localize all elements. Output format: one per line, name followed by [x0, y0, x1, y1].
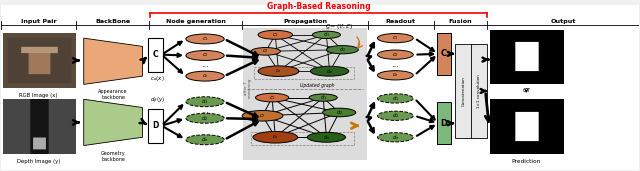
Text: $c_n$: $c_n$ — [275, 67, 282, 75]
Text: D: D — [152, 121, 159, 130]
Text: RGB Image (x): RGB Image (x) — [19, 93, 58, 98]
Text: $d_1$: $d_1$ — [392, 94, 399, 103]
Text: $d_n$: $d_n$ — [392, 133, 399, 142]
Text: BackBone: BackBone — [95, 19, 130, 24]
Text: $c_{\alpha}(x)$: $c_{\alpha}(x)$ — [150, 74, 165, 83]
Text: ...: ... — [392, 60, 399, 69]
Text: ...: ... — [201, 106, 209, 115]
Text: Fusion: Fusion — [449, 19, 472, 24]
Text: C: C — [153, 50, 158, 59]
Circle shape — [186, 135, 224, 145]
Text: Loss: Loss — [520, 108, 532, 113]
Circle shape — [378, 94, 413, 103]
Text: $d_2$: $d_2$ — [392, 111, 399, 120]
Circle shape — [378, 34, 413, 43]
Text: $c_1$: $c_1$ — [202, 35, 209, 43]
Circle shape — [255, 93, 289, 102]
Text: Graph-Based Reasoning: Graph-Based Reasoning — [267, 2, 371, 11]
Text: Updated graph: Updated graph — [300, 83, 334, 88]
Text: $d_{\beta}(y)$: $d_{\beta}(y)$ — [150, 96, 165, 106]
Text: $c_1$: $c_1$ — [269, 94, 275, 102]
Circle shape — [378, 111, 413, 120]
Polygon shape — [84, 99, 143, 146]
Text: BCE: BCE — [521, 99, 532, 104]
Text: $d_2$: $d_2$ — [336, 108, 342, 117]
FancyBboxPatch shape — [148, 109, 163, 143]
Text: Prediction: Prediction — [511, 159, 541, 164]
Text: $d_2$: $d_2$ — [339, 45, 346, 54]
Circle shape — [326, 45, 358, 54]
Text: $c_2$: $c_2$ — [259, 112, 266, 120]
Circle shape — [307, 132, 346, 142]
FancyBboxPatch shape — [456, 44, 472, 138]
Text: $c_2$: $c_2$ — [202, 51, 209, 60]
Text: $c_2$: $c_2$ — [392, 51, 399, 59]
Text: $d_n$: $d_n$ — [202, 135, 209, 144]
Circle shape — [186, 34, 224, 44]
FancyBboxPatch shape — [243, 28, 367, 160]
Text: $c_n$: $c_n$ — [202, 72, 209, 80]
Text: GT: GT — [522, 88, 530, 93]
Circle shape — [253, 131, 298, 143]
Circle shape — [378, 133, 413, 142]
Circle shape — [258, 30, 292, 39]
Circle shape — [186, 71, 224, 81]
Circle shape — [186, 97, 224, 107]
Text: C: C — [441, 49, 447, 58]
Circle shape — [310, 66, 349, 76]
Text: Output: Output — [550, 19, 576, 24]
Circle shape — [251, 48, 280, 55]
Text: $c_1$: $c_1$ — [392, 34, 399, 42]
Text: Readout: Readout — [385, 19, 415, 24]
Text: ...: ... — [392, 105, 399, 114]
Text: $d_1$: $d_1$ — [320, 93, 326, 102]
Circle shape — [323, 108, 356, 117]
Circle shape — [258, 66, 299, 76]
Text: $d_1$: $d_1$ — [323, 30, 330, 39]
FancyBboxPatch shape — [470, 44, 487, 138]
Circle shape — [378, 50, 413, 59]
Text: $d_n$: $d_n$ — [326, 67, 333, 76]
FancyBboxPatch shape — [1, 5, 639, 170]
Circle shape — [312, 31, 340, 38]
Text: D: D — [440, 119, 447, 128]
Circle shape — [378, 71, 413, 80]
Text: $c_n$: $c_n$ — [272, 133, 278, 141]
Circle shape — [309, 94, 337, 101]
Text: $c_2$: $c_2$ — [262, 47, 269, 55]
Text: Input Pair: Input Pair — [20, 19, 56, 24]
Text: Depth Image (y): Depth Image (y) — [17, 159, 60, 164]
Text: Geometry
backbone: Geometry backbone — [100, 151, 125, 162]
FancyBboxPatch shape — [437, 102, 451, 144]
Text: CNN: CNN — [103, 54, 123, 63]
Text: $c_1$: $c_1$ — [272, 31, 278, 39]
Text: Appearance
backbone: Appearance backbone — [99, 89, 128, 100]
Circle shape — [186, 113, 224, 123]
Text: Node generation: Node generation — [166, 19, 225, 24]
Text: $d_2$: $d_2$ — [202, 114, 209, 123]
Text: $d_1$: $d_1$ — [202, 97, 209, 106]
Text: ...: ... — [201, 60, 209, 69]
Text: Propagation: Propagation — [284, 19, 327, 24]
FancyBboxPatch shape — [148, 38, 163, 72]
Text: after T
reasoning: after T reasoning — [244, 77, 252, 98]
Text: 1×1 convolution: 1×1 convolution — [477, 74, 481, 108]
Polygon shape — [84, 38, 143, 84]
Text: $d_n$: $d_n$ — [323, 133, 330, 142]
FancyBboxPatch shape — [437, 33, 451, 75]
Text: CNN: CNN — [103, 117, 123, 126]
Text: $c_n$: $c_n$ — [392, 71, 399, 79]
Text: $\mathcal{G} = (\mathcal{V}, \mathcal{E})$: $\mathcal{G} = (\mathcal{V}, \mathcal{E}… — [325, 22, 353, 31]
Circle shape — [186, 50, 224, 60]
Text: Concatenation: Concatenation — [461, 76, 466, 106]
Circle shape — [242, 110, 283, 121]
